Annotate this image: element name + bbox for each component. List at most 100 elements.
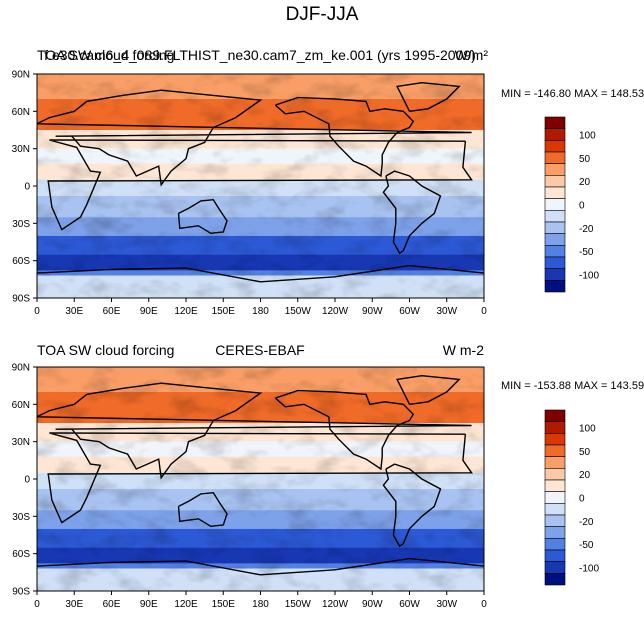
panel-2-colorbar: 100 50 20 0 -20 -50 -100: [544, 409, 599, 586]
colorbar-label: 50: [579, 447, 591, 458]
colorbar-swatch: [544, 198, 566, 211]
colorbar-swatch: [544, 433, 566, 446]
colorbar-swatch: [544, 456, 566, 469]
colorbar-swatch: [544, 409, 566, 422]
y-tick-label: 60N: [12, 400, 30, 411]
colorbar-swatch: [544, 233, 566, 246]
colorbar-swatch: [544, 514, 566, 527]
colorbar-swatch: [544, 151, 566, 164]
panel2-subtitle-left: TOA SW cloud forcing: [37, 342, 175, 358]
coastline: [274, 389, 415, 471]
colorbar-label: 100: [579, 131, 596, 142]
colorbar-swatch: [544, 573, 566, 586]
colorbar-swatch: [544, 491, 566, 504]
panel1-min-max: MIN = -146.80 MAX = 148.53: [501, 88, 644, 100]
coastline: [274, 96, 415, 178]
coastline: [382, 170, 442, 255]
y-tick-label: 60S: [12, 256, 30, 267]
colorbar-swatch: [544, 549, 566, 562]
colorbar-swatch: [544, 245, 566, 258]
x-tick-label: 60W: [399, 306, 420, 317]
x-tick-label: 150W: [285, 599, 312, 610]
x-tick-label: 30W: [436, 306, 457, 317]
x-tick-label: 180: [252, 306, 269, 317]
x-tick-label: 150E: [212, 306, 236, 317]
x-tick-label: 60W: [399, 599, 420, 610]
coastline: [177, 491, 228, 528]
x-tick-label: 60E: [103, 599, 121, 610]
coastline: [396, 81, 461, 112]
x-tick-label: 120W: [322, 306, 349, 317]
colorbar-swatch: [544, 468, 566, 481]
colorbar-swatch: [544, 503, 566, 516]
x-tick-label: 30W: [436, 599, 457, 610]
y-tick-label: 30N: [12, 144, 30, 155]
x-tick-label: 0: [481, 599, 487, 610]
colorbar-swatch: [544, 526, 566, 539]
field-texture: [37, 74, 484, 298]
x-tick-label: 30E: [65, 599, 83, 610]
x-tick-label: 60E: [103, 306, 121, 317]
colorbar-label: -100: [579, 271, 599, 282]
x-tick-label: 0: [34, 306, 40, 317]
panel2-subtitle-center: CERES-EBAF: [215, 342, 305, 358]
colorbar-label: -100: [579, 564, 599, 575]
colorbar-swatch: [544, 479, 566, 492]
panel1-units: W/m²: [454, 47, 488, 63]
x-tick-label: 120E: [174, 599, 198, 610]
coastline: [36, 89, 472, 187]
colorbar-swatch: [544, 186, 566, 199]
figure-title: DJF-JJA: [285, 4, 359, 25]
x-tick-label: 180: [252, 599, 269, 610]
colorbar-label: -50: [579, 247, 594, 258]
x-tick-label: 90W: [362, 306, 383, 317]
colorbar-swatch: [544, 116, 566, 129]
x-tick-label: 150E: [212, 599, 236, 610]
colorbar-swatch: [544, 210, 566, 223]
colorbar-label: -20: [579, 517, 594, 528]
colorbar-swatch: [544, 268, 566, 281]
y-tick-label: 30N: [12, 437, 30, 448]
x-tick-label: 90E: [140, 306, 158, 317]
colorbar-label: 20: [579, 470, 591, 481]
y-tick-label: 0: [24, 182, 30, 193]
y-tick-label: 90N: [12, 70, 30, 81]
colorbar-swatch: [544, 221, 566, 234]
colorbar-swatch: [544, 128, 566, 141]
colorbar-label: 0: [579, 494, 585, 505]
x-tick-label: 90W: [362, 599, 383, 610]
colorbar-swatch: [544, 561, 566, 574]
colorbar-swatch: [544, 280, 566, 293]
panel2-min-max: MIN = -153.88 MAX = 143.59: [501, 380, 644, 392]
coastline: [36, 264, 485, 283]
panel1-subtitle-center: f.e30.cam6_4_089.FLTHIST_ne30.cam7_zm_ke…: [44, 47, 476, 63]
x-tick-label: 120W: [322, 599, 349, 610]
colorbar-label: 50: [579, 154, 591, 165]
colorbar-label: 20: [579, 177, 591, 188]
x-tick-label: 0: [481, 306, 487, 317]
coastline: [36, 557, 485, 576]
y-tick-label: 90S: [12, 294, 30, 305]
coastline: [36, 382, 472, 480]
coastline: [177, 198, 228, 235]
y-tick-label: 30S: [12, 512, 30, 523]
y-tick-label: 60N: [12, 107, 30, 118]
y-tick-label: 30S: [12, 219, 30, 230]
field-texture: [37, 367, 484, 591]
colorbar-swatch: [544, 421, 566, 434]
x-tick-label: 90E: [140, 599, 158, 610]
coastline: [47, 432, 473, 524]
panel-2-map: 0 30E 60E 90E 120E 150E 180 150W 120W 90W 60W 30W 09…: [12, 363, 600, 611]
panel1-subtitle-left: TOA SW cloud forcing: [37, 47, 175, 63]
colorbar-swatch: [544, 163, 566, 176]
colorbar-swatch: [544, 175, 566, 188]
colorbar-label: 100: [579, 424, 596, 435]
coastline: [47, 139, 473, 231]
panel2-units: W m-2: [442, 342, 484, 358]
x-tick-label: 30E: [65, 306, 83, 317]
x-tick-label: 120E: [174, 306, 198, 317]
colorbar-swatch: [544, 444, 566, 457]
coastline: [382, 463, 442, 548]
panel-1-map: 0 30E 60E 90E 120E 150E 180 150W 120W 90W 60W 30W 09…: [12, 70, 600, 318]
